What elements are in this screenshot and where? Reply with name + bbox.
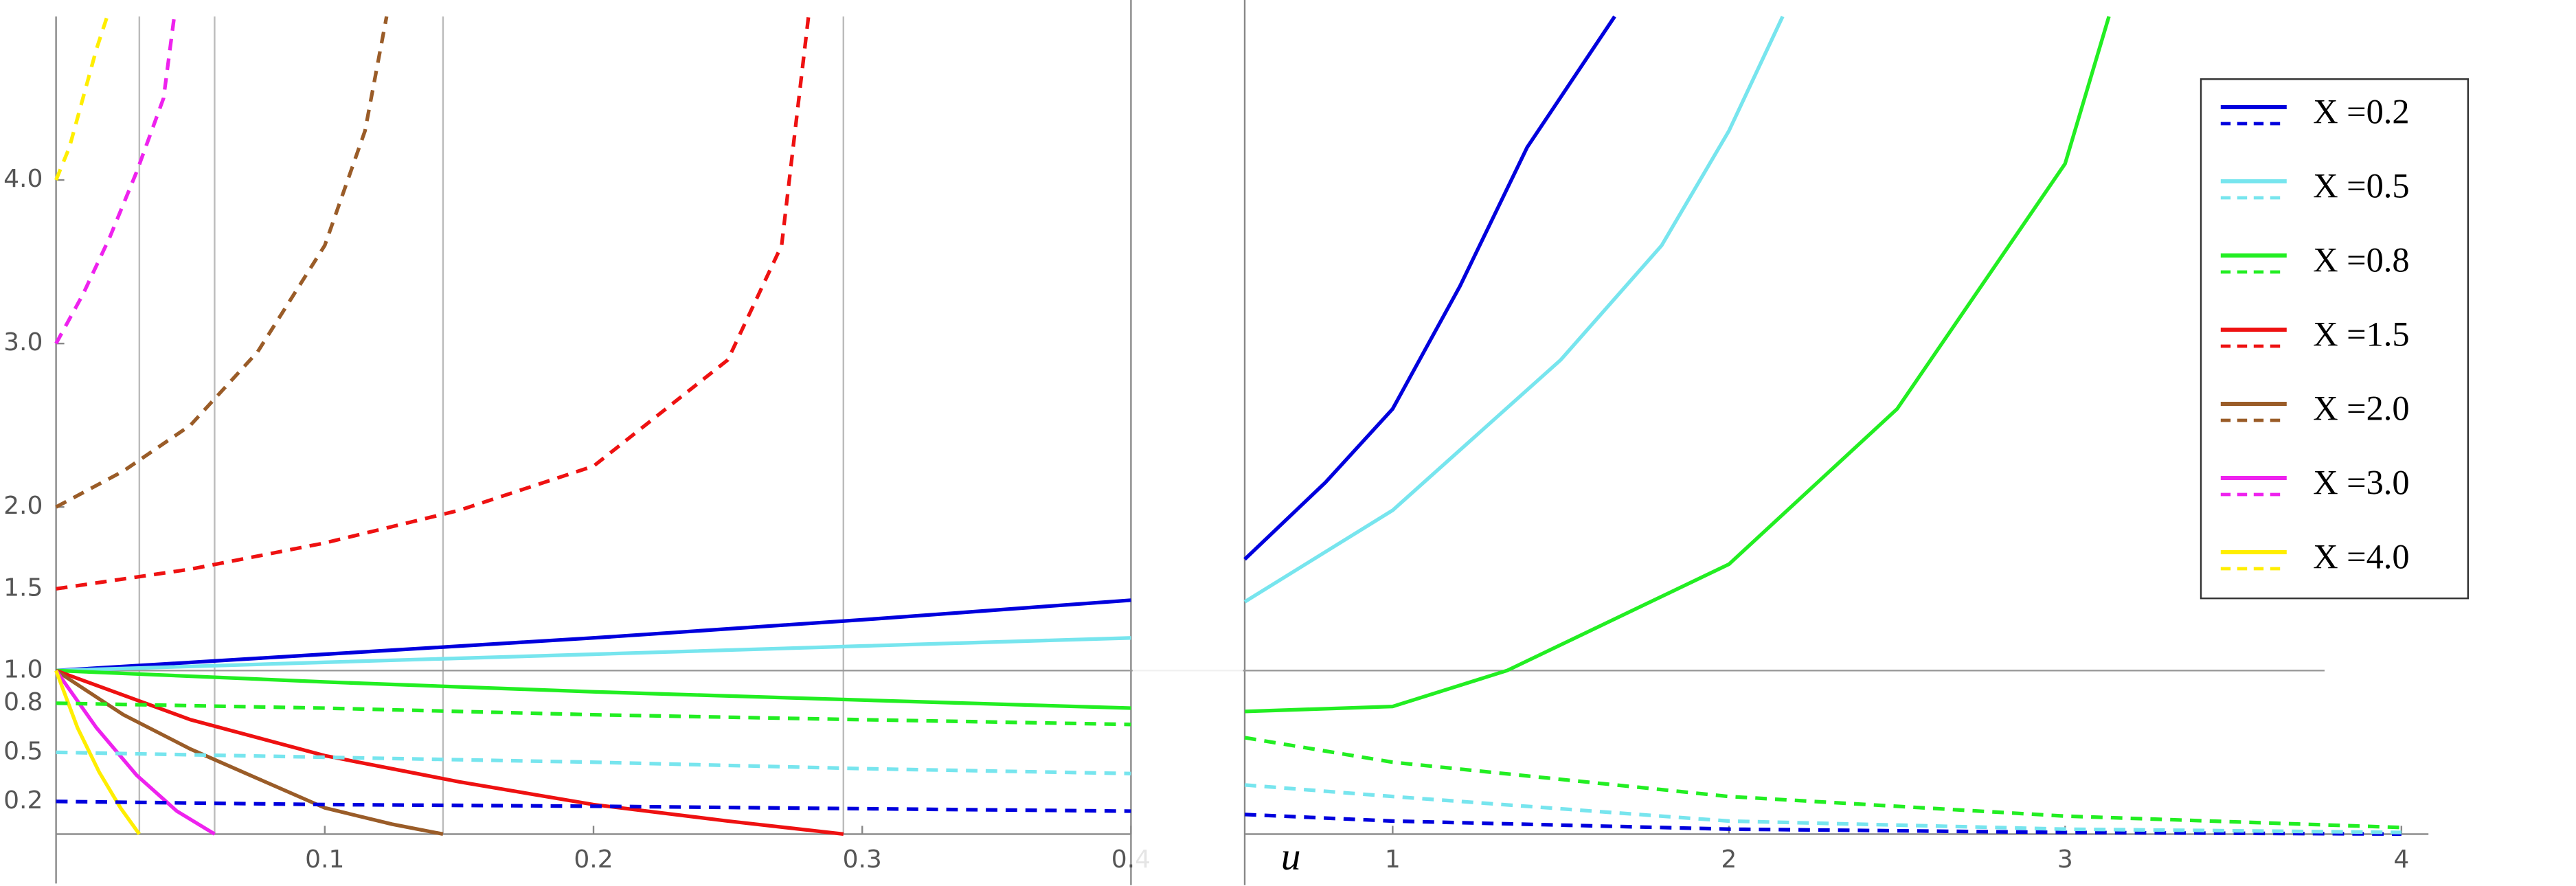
data-line [56,636,1131,672]
legend-box [2200,78,2469,600]
data-line [56,799,1131,813]
data-line [54,16,177,345]
y-tick-label: 2.0 [3,492,43,520]
y-tick-label: 3.0 [3,328,43,356]
y-tick-label: 1.5 [3,573,43,602]
x-axis-label: u [1281,835,1301,878]
axis-break [1132,0,1243,885]
x-tick-label: 4 [2393,845,2409,874]
data-line [54,669,216,836]
y-tick-label: 0.2 [3,786,43,815]
data-line [54,670,141,835]
data-line [56,598,1131,672]
data-line [56,750,1131,775]
legend-label: X =2.0 [2313,389,2409,428]
x-tick-label: 3 [2057,845,2073,874]
x-tick-label: 0.2 [574,845,613,874]
data-line [56,16,811,591]
legend-label: X =1.5 [2313,315,2409,354]
y-tick-label: 0.5 [3,737,43,765]
y-tick-label: 4.0 [3,165,43,193]
data-line [55,668,844,837]
data-line [54,16,109,181]
data-line [55,16,389,509]
y-tick-label: 0.8 [3,688,43,716]
data-line [1243,15,1616,561]
data-line [1244,16,2111,714]
legend-label: X =0.5 [2313,167,2409,205]
legend-label: X =3.0 [2313,464,2409,502]
x-tick-label: 2 [1721,845,1737,874]
data-line [55,669,444,836]
x-tick-label: 1 [1385,845,1401,874]
data-line [1244,783,2402,834]
legend-label: X =0.2 [2313,93,2409,131]
data-line [1243,15,1785,604]
x-tick-label: 0.3 [843,845,882,874]
data-line [56,668,1131,710]
data-line [56,701,1131,727]
x-tick-label: 0.1 [305,845,344,874]
data-line [1244,736,2402,830]
y-tick-label: 1.0 [3,655,43,683]
data-line [1244,813,2402,837]
legend-label: X =4.0 [2313,538,2409,576]
legend-label: X =0.8 [2313,241,2409,280]
